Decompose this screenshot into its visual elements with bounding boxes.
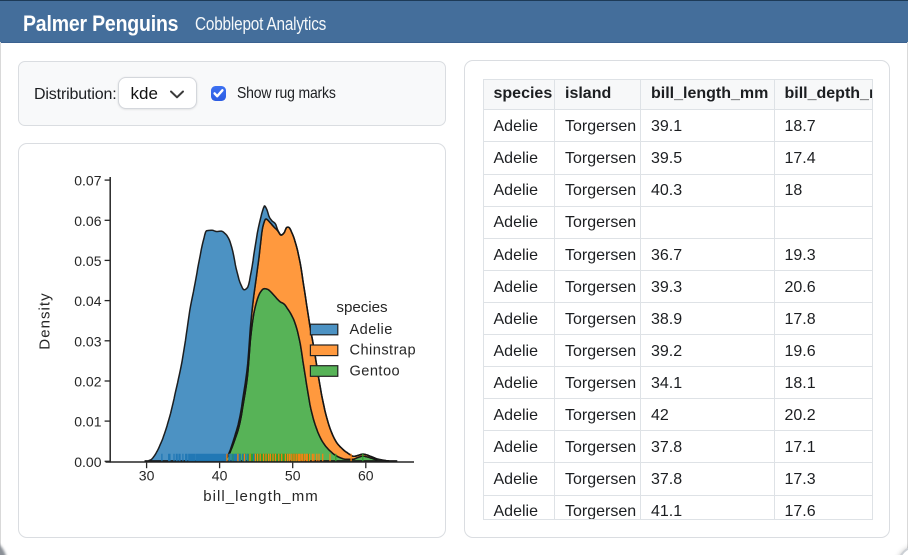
svg-text:0.04: 0.04 — [74, 293, 101, 309]
svg-text:30: 30 — [139, 468, 155, 484]
svg-text:50: 50 — [285, 468, 301, 484]
svg-text:0.00: 0.00 — [74, 454, 101, 470]
svg-text:Gentoo: Gentoo — [350, 363, 401, 379]
svg-text:Chinstrap: Chinstrap — [350, 343, 417, 359]
svg-text:40: 40 — [212, 468, 228, 484]
svg-text:0.05: 0.05 — [74, 253, 101, 269]
svg-text:0.06: 0.06 — [74, 213, 101, 229]
svg-text:0.02: 0.02 — [74, 374, 101, 390]
svg-text:60: 60 — [358, 468, 374, 484]
svg-text:0.07: 0.07 — [74, 173, 101, 189]
svg-text:Adelie: Adelie — [350, 322, 393, 338]
svg-text:Density: Density — [37, 292, 54, 349]
svg-text:0.01: 0.01 — [74, 414, 101, 430]
svg-text:0.03: 0.03 — [74, 333, 101, 349]
svg-text:species: species — [336, 299, 388, 316]
svg-text:bill_length_mm: bill_length_mm — [203, 488, 319, 505]
